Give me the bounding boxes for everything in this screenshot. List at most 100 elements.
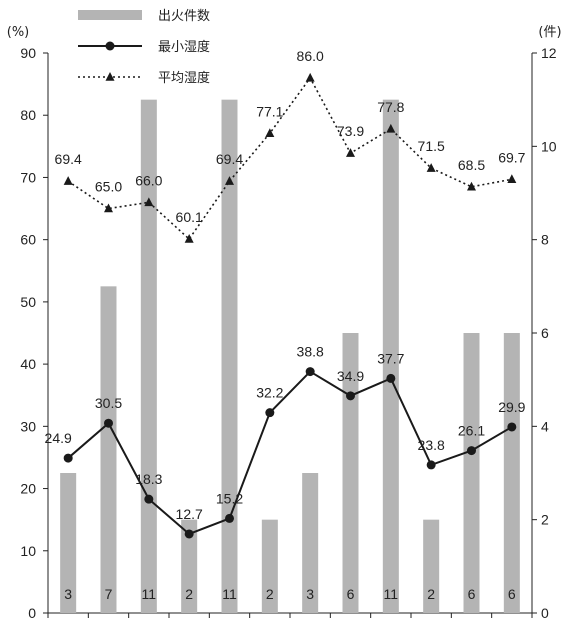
bar-value-label: 6 xyxy=(347,586,355,602)
min-humidity-point xyxy=(144,494,154,504)
bar-series xyxy=(60,99,520,613)
min-humidity-label: 32.2 xyxy=(256,385,283,401)
avg-humidity-label: 69.7 xyxy=(498,149,525,165)
avg-humidity-point xyxy=(426,163,436,172)
bar xyxy=(423,519,440,613)
min-humidity-point xyxy=(386,373,396,383)
avg-humidity-point xyxy=(225,176,234,185)
min-humidity-label: 37.7 xyxy=(377,350,404,366)
bar xyxy=(100,286,117,613)
bar xyxy=(382,99,399,613)
line-series xyxy=(63,72,517,539)
legend-label: 平均湿度 xyxy=(158,70,210,86)
avg-humidity-point xyxy=(63,176,73,185)
avg-humidity-point xyxy=(104,203,113,213)
avg-humidity-label: 86.0 xyxy=(297,48,324,64)
bar-value-label: 2 xyxy=(266,586,274,602)
y-right-tick-label: 8 xyxy=(541,232,549,248)
min-humidity-label: 12.7 xyxy=(176,506,203,522)
avg-humidity-label: 73.9 xyxy=(337,123,364,139)
y-right-tick-label: 6 xyxy=(541,325,549,341)
avg-humidity-point xyxy=(386,123,396,133)
min-humidity-point xyxy=(63,453,73,463)
bar xyxy=(140,99,157,613)
min-humidity-point xyxy=(467,446,476,456)
min-humidity-label: 23.8 xyxy=(418,437,445,453)
bar xyxy=(463,333,480,613)
avg-humidity-label: 66.0 xyxy=(135,172,162,188)
min-humidity-label: 18.3 xyxy=(135,471,162,487)
min-humidity-label: 15.2 xyxy=(216,490,243,506)
data-labels: 3 7 11 2 11 2 3 6 11 2 6 6 24.9 30.5 18.3 12.7 15.2 32.2 3… xyxy=(45,48,526,602)
bar xyxy=(261,519,278,613)
bar-value-label: 6 xyxy=(468,586,476,602)
avg-humidity-point xyxy=(144,197,154,207)
y-left-tick-label: 40 xyxy=(20,356,36,372)
y-right-tick-label: 0 xyxy=(541,605,549,621)
y-left-tick-label: 20 xyxy=(20,481,36,497)
min-humidity-point xyxy=(346,391,355,401)
avg-humidity-label: 65.0 xyxy=(95,179,122,195)
bar-value-label: 11 xyxy=(142,586,157,602)
min-humidity-label: 38.8 xyxy=(297,344,324,360)
y-right-tick-label: 2 xyxy=(541,512,549,528)
min-humidity-label: 24.9 xyxy=(45,430,72,446)
y-right-tick-label: 12 xyxy=(541,45,557,61)
avg-humidity-label: 68.5 xyxy=(458,157,485,173)
avg-humidity-label: 60.1 xyxy=(176,209,203,225)
avg-humidity-label: 77.8 xyxy=(377,99,404,115)
y-left-tick-label: 30 xyxy=(20,418,36,434)
bar-value-label: 11 xyxy=(384,586,399,602)
legend-triangle-marker xyxy=(105,72,115,81)
legend-label: 出火件数 xyxy=(158,9,210,24)
min-humidity-point xyxy=(507,422,517,432)
avg-humidity-line xyxy=(67,76,512,241)
avg-humidity-point xyxy=(265,128,275,138)
min-humidity-point xyxy=(426,460,436,470)
y-right-tick-label: 4 xyxy=(541,418,549,434)
min-humidity-point xyxy=(104,418,113,428)
bar-value-label: 3 xyxy=(64,586,72,602)
bar-value-label: 3 xyxy=(306,586,314,602)
legend-circle-marker xyxy=(105,41,115,51)
min-humidity-label: 29.9 xyxy=(498,399,525,415)
y-left-tick-label: 60 xyxy=(20,232,36,248)
axes: 0 10 20 30 40 50 60 70 80 90 0 2 4 6 8 10 12 (%) (件) xyxy=(7,25,562,621)
y-left-tick-label: 0 xyxy=(28,605,36,621)
y-left-tick-label: 10 xyxy=(20,543,36,559)
min-humidity-point xyxy=(305,367,315,377)
bar xyxy=(503,333,520,613)
min-humidity-point xyxy=(265,408,275,418)
bar xyxy=(60,473,77,613)
min-humidity-point xyxy=(184,529,194,539)
y-right-unit: (件) xyxy=(538,25,561,40)
min-humidity-point xyxy=(225,513,234,523)
y-right-tick-label: 10 xyxy=(541,138,557,154)
bar-value-label: 2 xyxy=(427,586,435,602)
avg-humidity-point xyxy=(346,148,355,157)
y-left-tick-label: 70 xyxy=(20,169,36,185)
avg-humidity-label: 71.5 xyxy=(418,138,445,154)
y-left-tick-label: 50 xyxy=(20,294,36,310)
avg-humidity-point xyxy=(305,72,315,82)
avg-humidity-label: 69.4 xyxy=(55,151,82,167)
min-humidity-label: 30.5 xyxy=(95,395,122,411)
bar xyxy=(221,99,238,613)
y-left-tick-label: 80 xyxy=(20,107,36,123)
min-humidity-label: 34.9 xyxy=(337,368,364,384)
bar-value-label: 2 xyxy=(185,586,193,602)
bar xyxy=(181,519,198,613)
legend-bar-swatch xyxy=(78,10,142,20)
bar xyxy=(302,473,319,613)
legend-label: 最小湿度 xyxy=(158,39,210,55)
avg-humidity-point xyxy=(467,181,476,191)
min-humidity-line xyxy=(67,370,513,536)
avg-humidity-point xyxy=(184,234,194,243)
bar xyxy=(342,333,359,613)
avg-humidity-label: 77.1 xyxy=(256,103,283,119)
bar-value-label: 6 xyxy=(508,586,516,602)
bar-value-label: 11 xyxy=(222,586,237,602)
y-left-tick-label: 90 xyxy=(20,45,36,61)
